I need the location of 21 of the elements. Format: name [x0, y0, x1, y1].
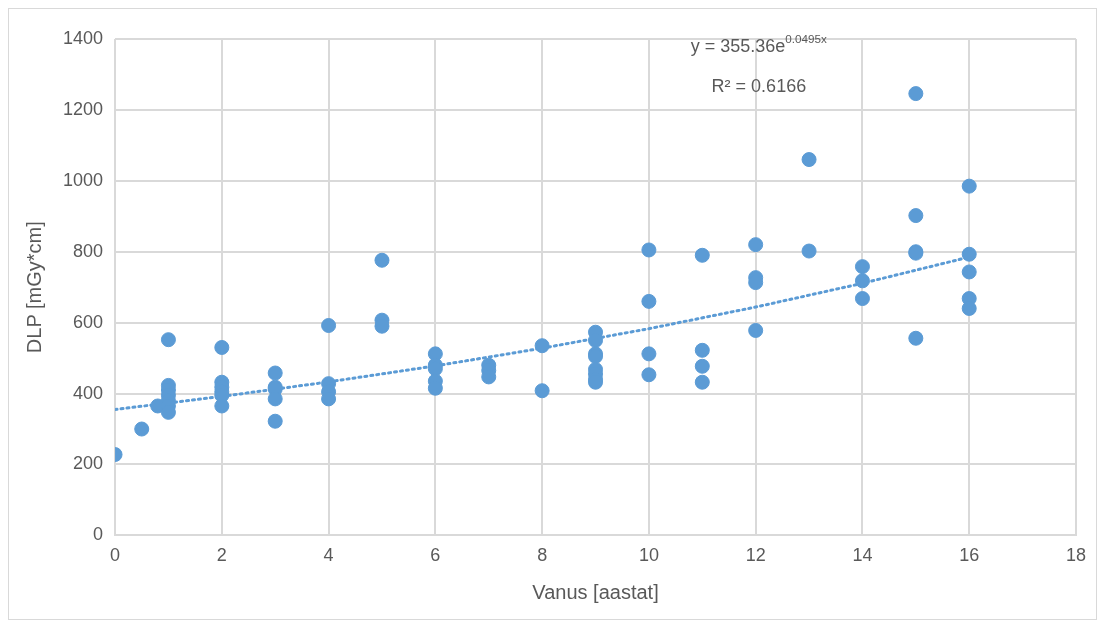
x-axis-title: Vanus [aastat] [532, 580, 659, 603]
y-tick-label: 1200 [63, 98, 104, 119]
x-tick-label: 12 [745, 545, 766, 566]
y-tick-label: 1400 [63, 27, 104, 48]
x-tick-label: 14 [852, 545, 873, 566]
x-tick-label: 8 [537, 545, 548, 566]
y-tick-label: 0 [93, 524, 104, 545]
y-tick-label: 800 [73, 240, 104, 261]
annotation: R² = 0.6166 [711, 75, 807, 96]
y-tick-label: 1000 [63, 169, 104, 190]
x-tick-label: 18 [1065, 545, 1086, 566]
y-tick-label: 200 [73, 453, 104, 474]
x-tick-label: 0 [110, 545, 121, 566]
x-tick-label: 16 [959, 545, 980, 566]
y-tick-label: 600 [73, 311, 104, 332]
x-tick-label: 6 [430, 545, 441, 566]
x-tick-label: 4 [323, 545, 334, 566]
y-tick-label: 400 [73, 382, 104, 403]
x-tick-label: 2 [216, 545, 227, 566]
x-tick-label: 10 [638, 545, 659, 566]
y-axis-title: DLP [mGy*cm] [22, 221, 45, 354]
